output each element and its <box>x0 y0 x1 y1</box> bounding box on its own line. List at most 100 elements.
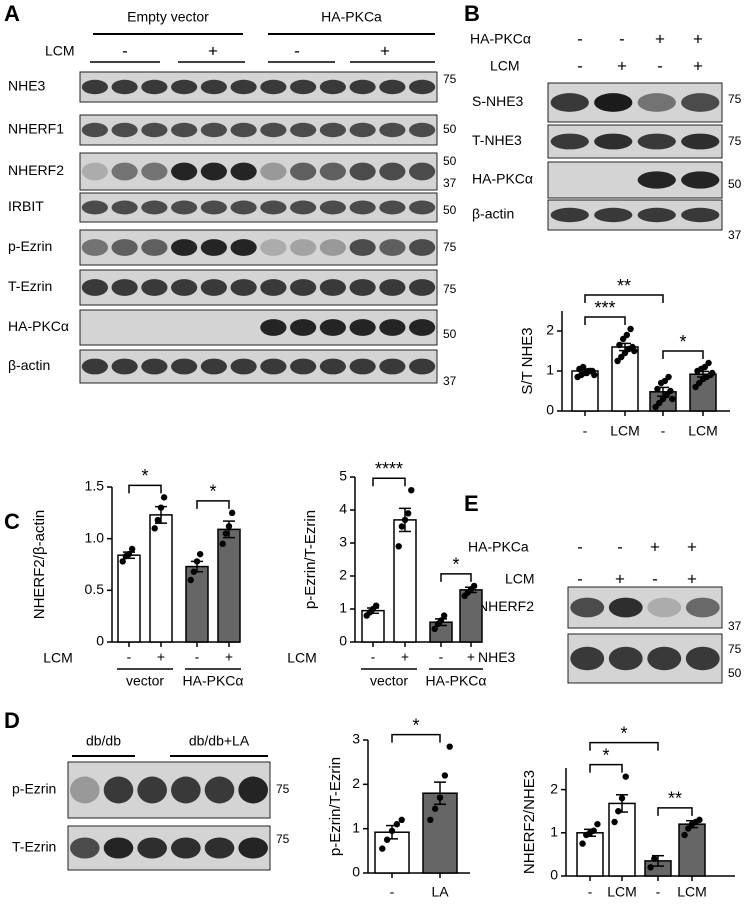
significance-label: * <box>679 332 686 352</box>
x-axis-label: LCM <box>287 650 317 666</box>
significance-label: * <box>209 482 216 502</box>
blot-band <box>409 279 436 296</box>
blot-label: β-actin <box>472 206 514 222</box>
significance-label: * <box>141 466 148 486</box>
data-point <box>154 516 162 524</box>
group-label: Empty vector <box>127 9 209 25</box>
significance-bracket <box>128 484 162 494</box>
blot-band <box>608 597 643 618</box>
data-point <box>470 582 478 590</box>
mw-marker: 50 <box>443 327 457 341</box>
data-point <box>193 558 201 565</box>
blot-band <box>681 93 720 112</box>
group-label: db/db+LA <box>189 733 250 749</box>
blot-band <box>685 597 720 618</box>
blot-band <box>290 200 317 215</box>
blot-band <box>70 776 100 804</box>
blot-band <box>111 122 138 138</box>
blot-band <box>260 162 287 181</box>
blot-band <box>204 776 235 804</box>
significance-label: ** <box>617 276 631 296</box>
bar <box>393 519 417 643</box>
blot-band <box>409 239 436 256</box>
mw-marker: 37 <box>443 374 457 388</box>
blot-band <box>379 239 406 256</box>
blot-band <box>141 279 168 296</box>
group-label: db/db <box>86 733 121 749</box>
blot-label: NHERF1 <box>8 121 64 137</box>
y-tick-label: 0 <box>546 402 554 418</box>
blot-band <box>290 279 317 296</box>
blot-label: p-Ezrin <box>8 238 52 254</box>
blot-band <box>111 358 138 375</box>
data-point <box>187 576 194 584</box>
blot-band <box>171 122 198 138</box>
blot-band <box>379 200 406 215</box>
data-point <box>590 827 597 834</box>
blot-band <box>81 79 108 95</box>
data-point <box>616 341 623 349</box>
blot-band <box>260 279 287 296</box>
mw-marker: 75 <box>276 832 290 846</box>
mw-marker: 50 <box>443 154 457 168</box>
blot-band <box>137 776 167 804</box>
blot-band <box>290 358 317 375</box>
blot-band <box>81 162 108 181</box>
data-point <box>705 359 712 367</box>
blot-band <box>681 207 720 223</box>
blot-band <box>230 358 257 375</box>
blot-band <box>570 597 605 618</box>
data-point <box>151 525 158 532</box>
blot-label: IRBIT <box>8 198 44 214</box>
data-point <box>431 625 438 632</box>
blot-strip <box>67 761 271 819</box>
condition-label: LCM <box>505 571 535 587</box>
mw-marker: 37 <box>443 176 457 190</box>
blot-band <box>349 79 376 95</box>
y-axis-label: p-Ezrin/T-Ezrin <box>327 757 344 856</box>
y-tick-label: 1 <box>546 362 554 378</box>
y-tick-label: 0 <box>96 633 104 649</box>
panel-letter: B <box>464 1 480 26</box>
blot-band <box>260 122 287 138</box>
blot-band <box>409 358 436 375</box>
blot-band <box>81 122 108 138</box>
blot-band <box>260 319 287 336</box>
blot-band <box>171 162 198 181</box>
blot-band <box>290 79 317 95</box>
blot-band <box>319 279 346 296</box>
blot-band <box>230 200 257 215</box>
x-tick-label: + <box>467 649 475 665</box>
significance-label: **** <box>375 459 403 479</box>
blot-band <box>200 239 227 256</box>
condition-sign: + <box>650 537 660 556</box>
blot-strip <box>79 192 438 223</box>
blot-band <box>319 319 346 336</box>
data-point <box>228 509 236 517</box>
blot-strip <box>79 71 438 103</box>
blot-label: NHE3 <box>8 78 46 94</box>
mw-marker: 75 <box>728 92 742 106</box>
mw-marker: 50 <box>443 122 457 136</box>
blot-label: T-Ezrin <box>12 839 56 855</box>
y-axis-label: p-Ezrin/T-Ezrin <box>302 510 319 609</box>
blot-band <box>230 239 257 256</box>
blot-band <box>349 162 376 181</box>
condition-sign: + <box>617 56 627 75</box>
condition-sign: + <box>687 537 697 556</box>
blot-band <box>141 200 168 215</box>
condition-sign: + <box>687 569 697 588</box>
blot-band <box>111 162 138 181</box>
x-tick-label: + <box>157 649 165 665</box>
data-point <box>591 371 598 379</box>
blot-label: S-NHE3 <box>472 93 524 109</box>
condition-sign: + <box>615 569 625 588</box>
blot-band <box>379 162 406 181</box>
data-point <box>160 494 168 501</box>
y-axis-label: NHERF2/NHE3 <box>521 770 538 874</box>
condition-sign: - <box>294 41 300 60</box>
blot-band <box>200 79 227 95</box>
condition-sign: - <box>617 537 623 556</box>
blot-band <box>319 200 346 215</box>
bar <box>117 554 141 643</box>
